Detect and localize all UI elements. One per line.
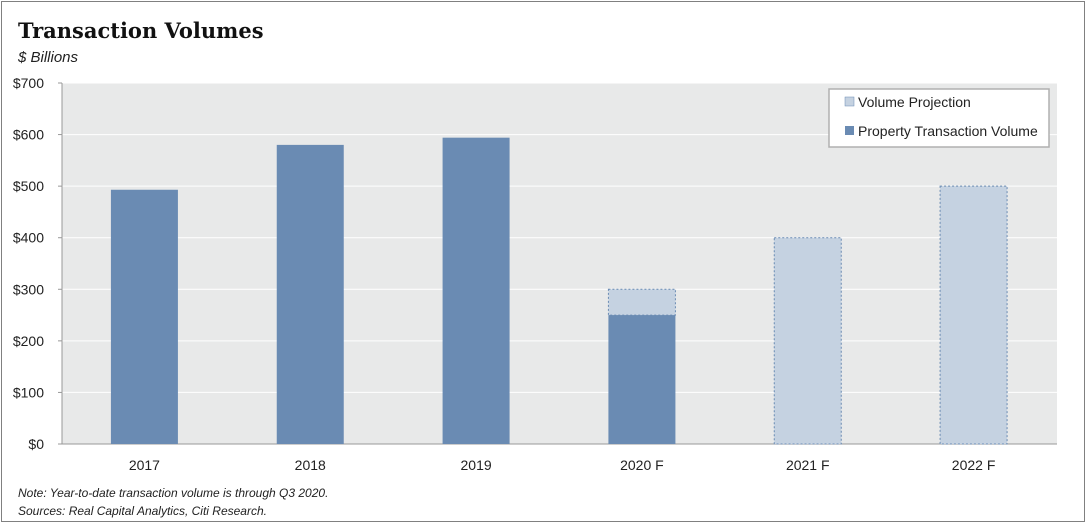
bar-property-transaction-volume [110,189,178,444]
legend-swatch-projection [844,96,855,107]
bar-volume-projection [607,288,676,316]
y-tick-label: $500 [13,178,44,194]
y-tick-label: $200 [13,333,44,349]
bar-property-transaction-volume [608,315,676,444]
bar-property-transaction-volume [442,137,510,444]
chart-subtitle: $ Billions [18,49,79,66]
bar-volume-projection [939,185,1008,445]
bar-property-transaction-volume [276,144,344,444]
legend-label: Property Transaction Volume [858,123,1038,139]
x-tick-label: 2021 F [786,457,830,473]
x-tick-label: 2018 [295,457,326,473]
x-tick-label: 2020 F [620,457,664,473]
chart-title: Transaction Volumes [18,18,264,43]
y-tick-label: $700 [13,75,44,91]
x-tick-label: 2017 [129,457,160,473]
y-tick-label: $400 [13,230,44,246]
note-text: Note: Year-to-date transaction volume is… [18,486,329,500]
y-tick-label: $0 [28,436,44,452]
sources-text: Sources: Real Capital Analytics, Citi Re… [18,504,267,518]
legend-box [828,88,1050,148]
legend-label: Volume Projection [858,94,971,110]
x-tick-label: 2019 [461,457,492,473]
legend-swatch-actual [845,126,854,135]
bar-volume-projection [773,237,842,445]
y-tick-label: $100 [13,384,44,400]
x-tick-label: 2022 F [952,457,996,473]
y-tick-label: $600 [13,127,44,143]
y-tick-label: $300 [13,281,44,297]
